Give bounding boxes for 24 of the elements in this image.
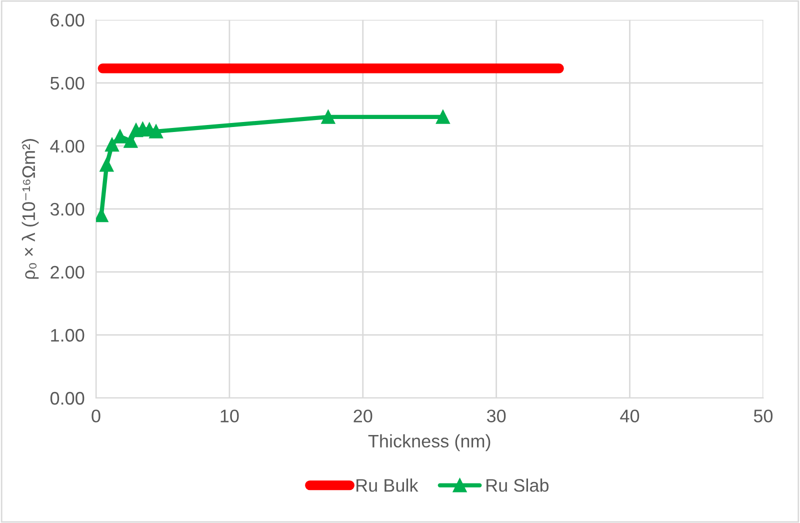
- x-tick-label: 40: [620, 410, 640, 422]
- y-tick-label: 6.00: [50, 14, 84, 27]
- point: [113, 130, 127, 144]
- x-tick-label: 30: [486, 410, 506, 422]
- x-axis-title: Thickness (nm): [368, 434, 490, 452]
- x-tick-label: 20: [354, 410, 372, 422]
- point: [100, 158, 114, 172]
- x-tick-label: 10: [220, 410, 239, 422]
- legend-label: Ru Slab: [486, 478, 549, 492]
- y-tick-label: 4.00: [50, 140, 84, 153]
- point: [96, 208, 108, 222]
- y-tick-label: 0.00: [50, 392, 84, 405]
- y-axis-title: ρ₀ × λ (10⁻¹⁶Ωm²): [22, 139, 39, 279]
- y-tick-label: 3.00: [50, 202, 84, 216]
- x-tick-label: 0: [92, 410, 100, 422]
- y-tick-label: 1.00: [51, 328, 84, 342]
- point: [105, 138, 119, 152]
- y-tick-label: 2.00: [50, 266, 84, 279]
- y-tick-label: 5.00: [50, 76, 84, 90]
- x-tick-label: 50: [754, 410, 773, 422]
- legend-label: Ru Bulk: [356, 478, 418, 492]
- point: [436, 110, 450, 124]
- point: [149, 124, 163, 138]
- point: [321, 110, 336, 124]
